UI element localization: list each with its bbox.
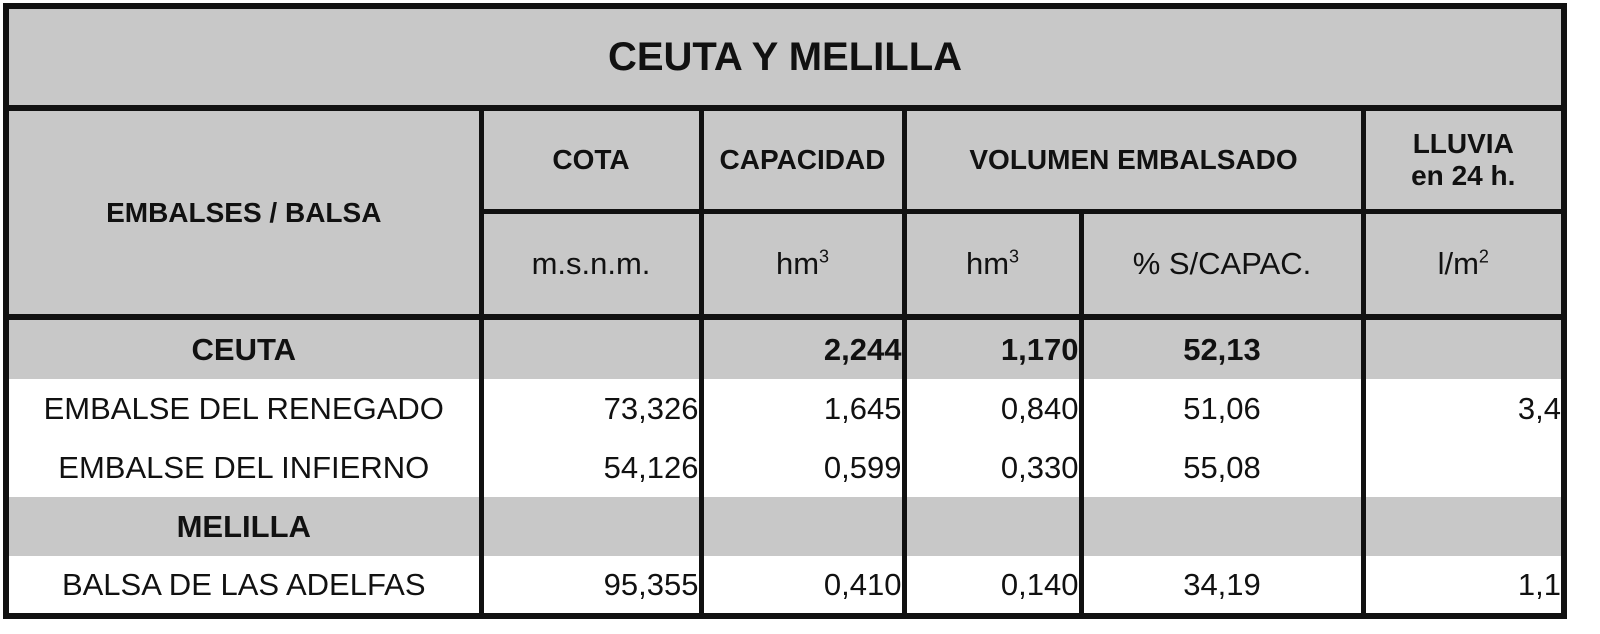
cell-capacidad: 0,410 bbox=[698, 556, 907, 616]
table-title: CEUTA Y MELILLA bbox=[3, 6, 1567, 111]
table-row: BALSA DE LAS ADELFAS 95,355 0,410 0,140 34,1… bbox=[3, 556, 1567, 616]
cell-porcentaje bbox=[1078, 497, 1366, 556]
unit-capacidad: hm3 bbox=[698, 211, 907, 320]
cell-capacidad: 0,599 bbox=[698, 438, 907, 497]
cell-volumen bbox=[901, 497, 1084, 556]
unit-text: hm bbox=[965, 246, 1010, 281]
cell-capacidad: 2,244 bbox=[698, 317, 907, 379]
header-lluvia: LLUVIA en 24 h. bbox=[1360, 105, 1567, 214]
header-lluvia-line1: LLUVIA bbox=[1412, 128, 1514, 159]
header-volumen: VOLUMEN EMBALSADO bbox=[901, 105, 1366, 214]
unit-sup: 3 bbox=[819, 246, 830, 267]
cell-cota bbox=[478, 317, 704, 379]
header-capacidad: CAPACIDAD bbox=[698, 105, 907, 214]
cell-lluvia: 3,4 bbox=[1360, 379, 1567, 438]
unit-sup: 2 bbox=[1478, 246, 1489, 267]
unit-lluvia: l/m2 bbox=[1360, 211, 1567, 320]
header-embalses: EMBALSES / BALSA bbox=[3, 105, 484, 320]
cell-volumen: 0,330 bbox=[901, 438, 1084, 497]
cell-name: BALSA DE LAS ADELFAS bbox=[3, 556, 484, 616]
cell-volumen: 0,840 bbox=[901, 379, 1084, 438]
unit-text: l/m bbox=[1437, 246, 1479, 281]
cell-name: EMBALSE DEL INFIERNO bbox=[3, 438, 484, 497]
cell-cota: 54,126 bbox=[478, 438, 704, 497]
unit-volumen: hm3 bbox=[901, 211, 1084, 320]
cell-cota: 95,355 bbox=[478, 556, 704, 616]
cell-capacidad: 1,645 bbox=[698, 379, 907, 438]
cell-lluvia: 1,1 bbox=[1360, 556, 1567, 616]
cell-porcentaje: 34,19 bbox=[1078, 556, 1366, 616]
group-row: MELILLA bbox=[3, 497, 1567, 556]
cell-cota bbox=[478, 497, 704, 556]
cell-porcentaje: 52,13 bbox=[1078, 317, 1366, 379]
unit-text: hm bbox=[775, 246, 820, 281]
cell-lluvia bbox=[1360, 317, 1567, 379]
table-row: EMBALSE DEL RENEGADO 73,326 1,645 0,840 51,0… bbox=[3, 379, 1567, 438]
reservoir-table: CEUTA Y MELILLA EMBALSES / BALSA COTA CA… bbox=[3, 3, 1567, 619]
cell-lluvia bbox=[1360, 438, 1567, 497]
cell-cota: 73,326 bbox=[478, 379, 704, 438]
cell-capacidad bbox=[698, 497, 907, 556]
unit-porcentaje: % S/CAPAC. bbox=[1078, 211, 1366, 320]
cell-name: CEUTA bbox=[3, 317, 484, 379]
cell-volumen: 1,170 bbox=[901, 317, 1084, 379]
cell-volumen: 0,140 bbox=[901, 556, 1084, 616]
cell-name: EMBALSE DEL RENEGADO bbox=[3, 379, 484, 438]
unit-cota: m.s.n.m. bbox=[478, 211, 704, 320]
unit-sup: 3 bbox=[1009, 246, 1020, 267]
cell-porcentaje: 51,06 bbox=[1078, 379, 1366, 438]
cell-lluvia bbox=[1360, 497, 1567, 556]
header-cota: COTA bbox=[478, 105, 704, 214]
cell-name: MELILLA bbox=[3, 497, 484, 556]
cell-porcentaje: 55,08 bbox=[1078, 438, 1366, 497]
header-lluvia-line2: en 24 h. bbox=[1411, 160, 1516, 191]
group-row: CEUTA 2,244 1,170 52,13 bbox=[3, 317, 1567, 379]
table-row: EMBALSE DEL INFIERNO 54,126 0,599 0,330 55,0… bbox=[3, 438, 1567, 497]
